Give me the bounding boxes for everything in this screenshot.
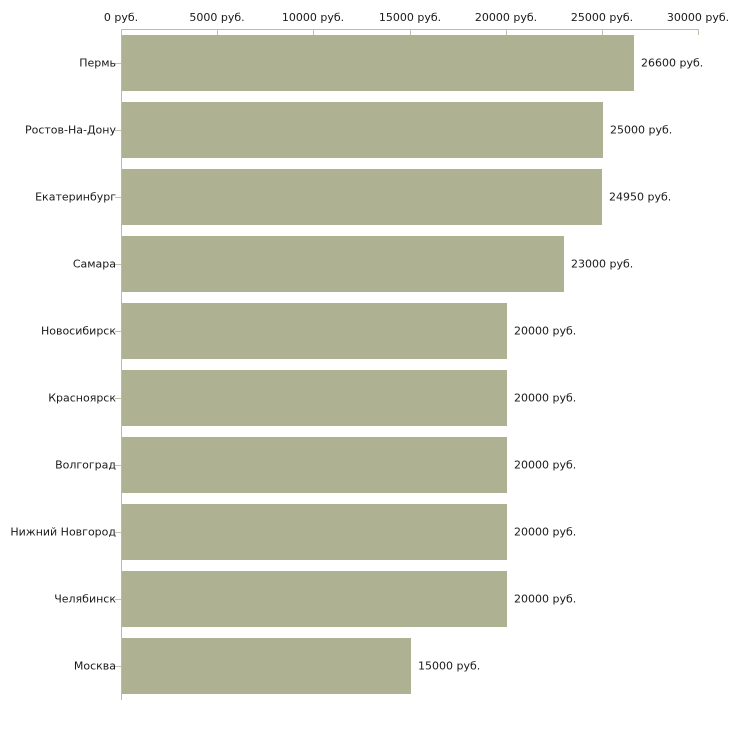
bar[interactable] [122,504,507,560]
bar[interactable] [122,169,602,225]
bar-value-label: 20000 руб. [514,391,577,405]
bar-value-label: 20000 руб. [514,458,577,472]
bar[interactable] [122,370,507,426]
y-axis-tick [115,398,121,399]
x-axis-tick-label: 0 руб. [103,11,139,24]
bar[interactable] [122,102,603,158]
y-axis-tick [115,331,121,332]
y-axis-tick [115,197,121,198]
y-axis-category-label: Нижний Новгород [10,525,116,539]
bar-value-label: 25000 руб. [610,123,673,137]
x-axis-tick-label: 25000 руб. [570,11,634,24]
y-axis-category-label: Москва [73,659,116,673]
y-axis-category-label: Красноярск [48,391,116,405]
y-axis-tick [115,264,121,265]
x-axis-tick [410,29,411,35]
x-axis-tick [602,29,603,35]
y-axis-line [121,29,122,700]
x-axis-tick [698,29,699,35]
x-axis-tick [313,29,314,35]
bar[interactable] [122,35,634,91]
y-axis-category-label: Самара [72,257,116,271]
y-axis-tick [115,666,121,667]
y-axis-category-label: Челябинск [54,592,116,606]
y-axis-category-label: Ростов-На-Дону [24,123,116,137]
bar-value-label: 24950 руб. [609,190,672,204]
x-axis-tick [121,29,122,35]
x-axis-tick-label: 30000 руб. [666,11,730,24]
bar[interactable] [122,236,564,292]
y-axis-tick [115,599,121,600]
x-axis-tick [217,29,218,35]
y-axis-category-label: Екатеринбург [35,190,116,204]
y-axis-tick [115,465,121,466]
bar-value-label: 26600 руб. [641,56,704,70]
bar-value-label: 20000 руб. [514,525,577,539]
bar-value-label: 23000 руб. [571,257,634,271]
bar[interactable] [122,571,507,627]
y-axis-category-label: Новосибирск [40,324,116,338]
y-axis-tick [115,532,121,533]
x-axis-tick-label: 5000 руб. [189,11,245,24]
x-axis-tick-label: 15000 руб. [378,11,442,24]
y-axis-category-label: Волгоград [55,458,116,472]
y-axis-tick [115,130,121,131]
x-axis-tick [506,29,507,35]
bar-value-label: 20000 руб. [514,324,577,338]
y-axis-tick [115,63,121,64]
bar-value-label: 15000 руб. [418,659,481,673]
bar-value-label: 20000 руб. [514,592,577,606]
y-axis-category-label: Пермь [79,56,116,70]
bar[interactable] [122,638,411,694]
bar[interactable] [122,303,507,359]
x-axis-tick-label: 20000 руб. [474,11,538,24]
bar[interactable] [122,437,507,493]
x-axis-tick-label: 10000 руб. [281,11,345,24]
